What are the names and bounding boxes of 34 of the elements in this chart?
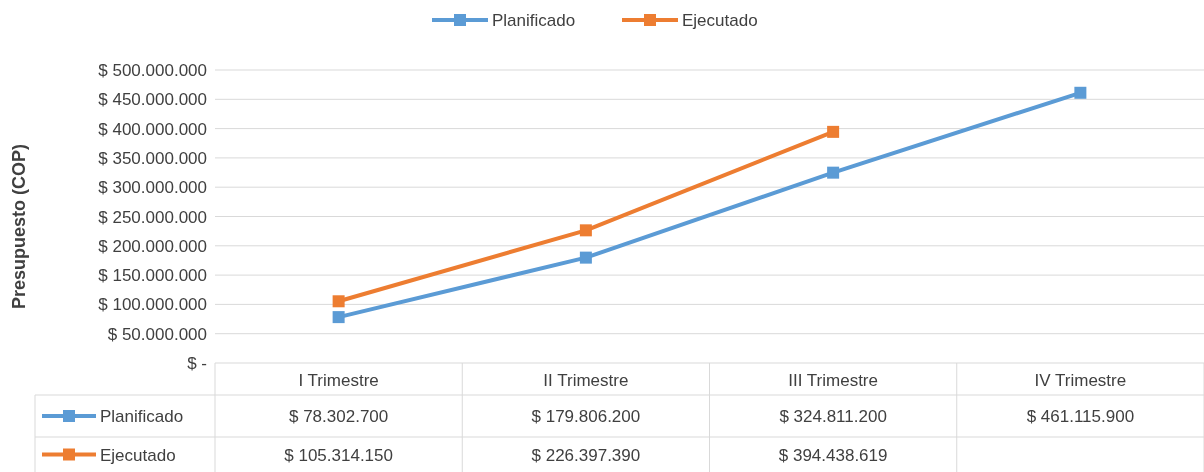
point [332,311,345,324]
y-tick-label: $ 150.000.000 [98,266,207,286]
y-tick-label: $ 100.000.000 [98,295,207,315]
y-tick-label: $ 50.000.000 [107,324,207,344]
x-tick-label: II Trimestre [543,371,629,390]
data-label: $ 179.806.200 [531,407,641,426]
data-label: $ 105.314.150 [284,445,393,465]
y-tick-label: $ - [187,354,207,373]
point [579,251,592,264]
data-label: $ 324.811.200 [779,407,887,426]
x-tick-label: IV Trimestre [1034,371,1127,390]
point [1074,86,1087,99]
data-label: $ 78.302.700 [288,407,389,426]
legend-label: Planificado [492,11,576,30]
x-tick-label: I Trimestre [298,371,379,390]
y-tick-label: $ 200.000.000 [98,236,207,256]
point [332,295,345,308]
y-axis-title: Presupuesto (COP) [9,143,29,310]
point [579,224,592,237]
x-tick-label: III Trimestre [788,371,878,390]
y-tick-label: $ 450.000.000 [98,90,207,110]
y-tick-label: $ 500.000.000 [98,61,207,80]
y-tick-label: $ 250.000.000 [98,207,207,227]
y-tick-label: $ 300.000.000 [98,178,207,198]
y-tick-label: $ 350.000.000 [98,148,207,168]
text: Planificado [100,407,184,426]
legend-label: Ejecutado [682,11,758,30]
text: Ejecutado [100,445,176,465]
data-label: $ 226.397.390 [531,445,641,465]
data-label: $ 394.438.619 [778,445,888,465]
point [827,125,840,138]
y-tick-label: $ 400.000.000 [98,119,207,139]
point [827,166,840,179]
data-label: $ 461.115.900 [1026,407,1135,426]
